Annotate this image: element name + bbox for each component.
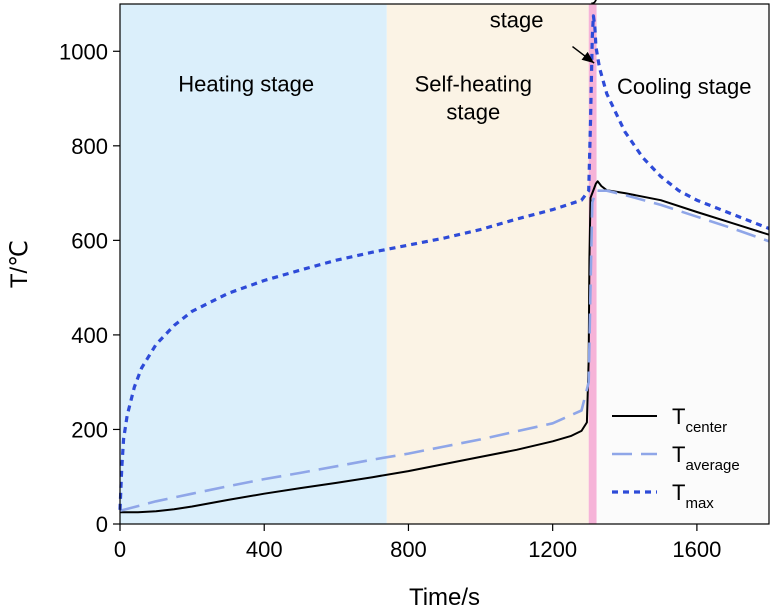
legend-symbol: T — [672, 442, 685, 467]
stage-region-1 — [386, 4, 589, 524]
y-tick-label: 600 — [71, 228, 108, 253]
series-line-average — [119, 189, 770, 513]
y-tick-label: 0 — [96, 512, 108, 537]
legend-subscript: average — [685, 457, 739, 474]
series-lines — [118, 14, 770, 514]
legend-symbol: T — [672, 480, 685, 505]
legend-entry: Taverage — [672, 442, 740, 474]
annotation-text: Thermal runaway stage — [432, 0, 602, 32]
region-label-line: stage — [446, 99, 500, 124]
y-axis-ticks: 0 200 400 600 800 1000 — [59, 39, 120, 537]
x-tick-label: 1200 — [528, 537, 577, 562]
x-tick-label: 0 — [114, 537, 126, 562]
region-labels: Heating stage Self-heating stage Cooling st… — [178, 71, 751, 124]
stage-region-2 — [588, 4, 597, 524]
y-axis-label: T/℃ — [6, 240, 33, 288]
y-tick-label: 1000 — [59, 39, 108, 64]
stage-region-3 — [596, 4, 769, 524]
region-label: Self-heating stage — [415, 71, 532, 124]
annotation-arrow-head — [581, 51, 595, 64]
region-label-line: Self-heating — [415, 71, 532, 96]
annotation-text-line: stage — [490, 7, 544, 32]
stage-region-0 — [120, 4, 387, 524]
x-axis-label: Time/s — [409, 584, 480, 609]
region-label: Cooling stage — [617, 74, 752, 99]
y-tick-label: 200 — [71, 417, 108, 442]
legend-symbol: T — [672, 404, 685, 429]
x-tick-label: 400 — [246, 537, 283, 562]
region-label: Heating stage — [178, 71, 314, 96]
y-tick-label: 800 — [71, 134, 108, 159]
legend-entry: Tmax — [672, 480, 714, 512]
annotation-text-line: Thermal runaway — [432, 0, 602, 4]
x-tick-label: 1600 — [672, 537, 721, 562]
region-label-line: Heating stage — [178, 71, 314, 96]
x-tick-label: 800 — [390, 537, 427, 562]
y-tick-label: 400 — [71, 323, 108, 348]
stage-regions — [120, 4, 769, 524]
legend-subscript: max — [685, 495, 714, 512]
legend-entry: Tcenter — [672, 404, 727, 436]
region-label-line: Cooling stage — [617, 74, 752, 99]
plot-frame — [119, 3, 770, 525]
x-axis-ticks: 0 400 800 1200 1600 — [114, 524, 721, 562]
legend-subscript: center — [685, 419, 727, 436]
annotation: Thermal runaway stage — [432, 0, 602, 64]
